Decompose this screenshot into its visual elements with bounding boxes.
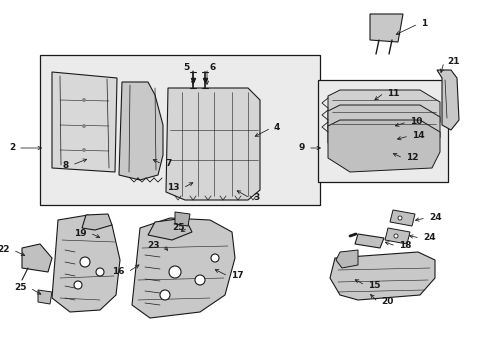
Text: 5: 5 (183, 63, 190, 72)
Polygon shape (132, 218, 235, 318)
Polygon shape (329, 252, 434, 300)
Text: 18: 18 (398, 242, 411, 251)
Text: 22: 22 (0, 246, 10, 255)
Polygon shape (119, 82, 163, 180)
Polygon shape (52, 72, 117, 172)
Text: 16: 16 (112, 267, 125, 276)
Polygon shape (389, 210, 414, 226)
Text: 25: 25 (15, 284, 27, 292)
Text: 3: 3 (252, 194, 259, 202)
Bar (40, 55, 319, 205)
Polygon shape (38, 290, 52, 304)
Text: 17: 17 (230, 271, 243, 280)
Polygon shape (175, 212, 190, 226)
Polygon shape (327, 120, 439, 172)
Polygon shape (22, 244, 52, 272)
Polygon shape (165, 88, 260, 200)
Text: 11: 11 (386, 89, 399, 98)
Text: 7: 7 (164, 159, 171, 168)
Circle shape (82, 148, 86, 152)
Polygon shape (52, 215, 120, 312)
Text: 20: 20 (380, 297, 392, 306)
Text: 8: 8 (62, 161, 69, 170)
Text: 12: 12 (405, 153, 418, 162)
Text: 2: 2 (9, 144, 15, 153)
Circle shape (210, 254, 219, 262)
Text: 15: 15 (367, 280, 380, 289)
Circle shape (393, 234, 397, 238)
Polygon shape (82, 214, 112, 230)
Text: 10: 10 (409, 117, 422, 126)
Text: 24: 24 (422, 234, 435, 243)
Polygon shape (327, 90, 439, 142)
Circle shape (96, 268, 104, 276)
Text: 23: 23 (147, 240, 160, 249)
Polygon shape (436, 70, 458, 130)
Polygon shape (148, 218, 192, 240)
Text: 24: 24 (428, 213, 441, 222)
Text: 4: 4 (273, 123, 280, 132)
Text: 6: 6 (209, 63, 216, 72)
Text: 13: 13 (167, 184, 180, 193)
Bar (317, 80, 447, 182)
Circle shape (195, 275, 204, 285)
Polygon shape (354, 234, 383, 248)
Circle shape (82, 98, 86, 102)
Polygon shape (384, 228, 409, 244)
Text: 9: 9 (298, 144, 305, 153)
Text: 14: 14 (411, 131, 424, 140)
Polygon shape (335, 250, 357, 268)
Circle shape (74, 281, 82, 289)
Text: 1: 1 (420, 19, 427, 28)
Text: 19: 19 (74, 229, 87, 238)
Polygon shape (327, 105, 439, 157)
Circle shape (160, 290, 170, 300)
Text: 25: 25 (172, 224, 184, 233)
Circle shape (82, 124, 86, 128)
Polygon shape (369, 14, 402, 42)
Circle shape (80, 257, 90, 267)
Circle shape (397, 216, 401, 220)
Circle shape (169, 266, 181, 278)
Text: 21: 21 (446, 58, 459, 67)
